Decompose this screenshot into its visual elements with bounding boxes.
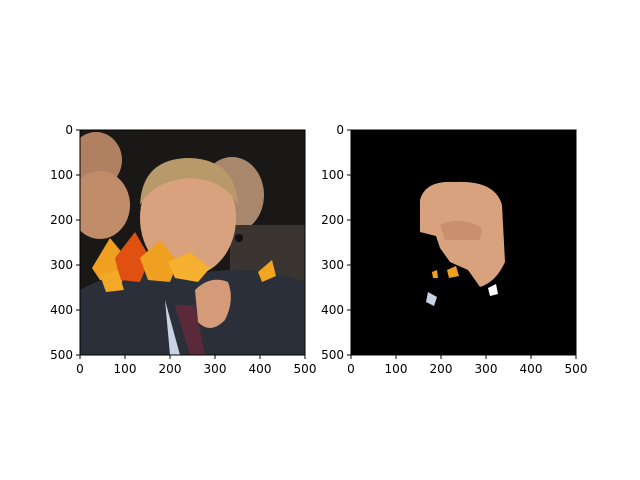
left-x-tick-label: 500 [294,362,317,376]
right-x-tick-label: 300 [475,362,498,376]
left-y-tick-label: 0 [65,123,73,137]
left-y-tick-label: 300 [50,258,73,272]
right-y-tick-label: 300 [321,258,344,272]
right-y-tick-label: 0 [336,123,344,137]
left-y-tick-label: 400 [50,303,73,317]
right-x-tick-label: 0 [347,362,355,376]
left-y-tick-label: 100 [50,168,73,182]
right-y-tick-label: 200 [321,213,344,227]
right-mask [351,130,576,355]
left-axes-frame [79,129,306,356]
left-y-tick-label: 200 [50,213,73,227]
left-x-tick-label: 200 [159,362,182,376]
left-x-tick-label: 300 [204,362,227,376]
left-y-tick-label: 500 [50,348,73,362]
right-x-tick-label: 500 [565,362,588,376]
right-x-tick-label: 100 [385,362,408,376]
right-axes-frame [350,129,577,356]
right-image-axes [350,129,577,356]
right-x-tick-label: 200 [430,362,453,376]
right-y-tick-label: 100 [321,168,344,182]
left-photo [80,130,305,355]
left-x-tick-label: 100 [114,362,137,376]
left-image-axes [79,129,306,356]
right-y-tick-label: 500 [321,348,344,362]
autumn-leaves-overlay [92,232,276,292]
left-x-tick-label: 0 [76,362,84,376]
right-x-tick-label: 400 [520,362,543,376]
right-y-tick-label: 400 [321,303,344,317]
left-x-tick-label: 400 [249,362,272,376]
